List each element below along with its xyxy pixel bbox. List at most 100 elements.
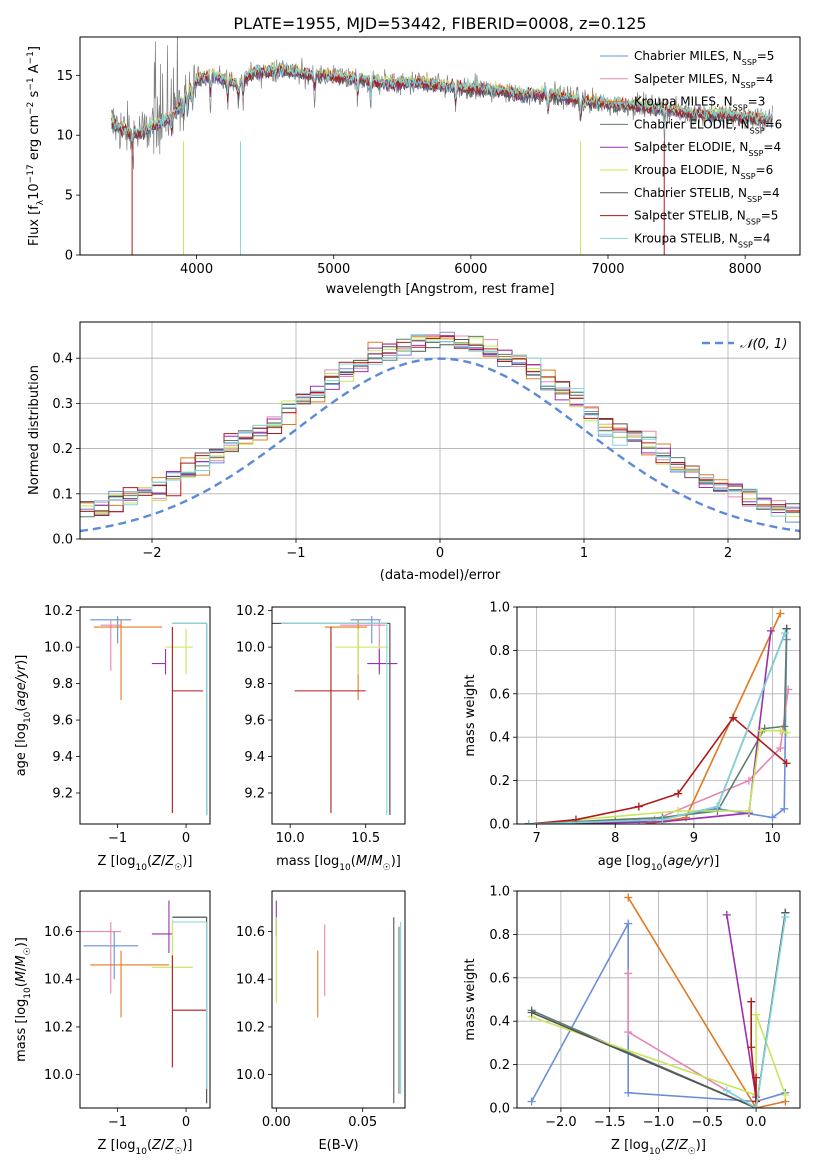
y-tick-label: 0.4 bbox=[489, 1015, 510, 1030]
weight-marker bbox=[781, 913, 790, 922]
panel-age_vs_Z: −1 09.29.49.69.810.010.2Z [log10(Z/Z☉)]ag… bbox=[14, 604, 211, 873]
weight-marker bbox=[744, 806, 753, 815]
label-part: s bbox=[27, 90, 42, 101]
weight-marker bbox=[752, 1104, 761, 1108]
legend-count: =5 bbox=[757, 49, 775, 63]
y-tick-label: 10.0 bbox=[236, 641, 265, 656]
weight-line bbox=[750, 1001, 757, 1102]
weight-marker bbox=[527, 1097, 536, 1106]
y-tick-label: 0.4 bbox=[489, 731, 510, 746]
label-part: age [log bbox=[598, 854, 651, 869]
panel-weight_vs_Z: −2.0 −1.5 −1.0 −0.5 0.0 0.0 0.2 0.4 0.6 0.8 1.0 Z [… bbox=[463, 885, 801, 1157]
weight-line bbox=[726, 914, 757, 1098]
plot-area-weight_vs_age bbox=[524, 609, 793, 824]
y-tick-label: 10.0 bbox=[236, 1068, 265, 1083]
weight-marker bbox=[766, 626, 775, 635]
weight-line bbox=[531, 1014, 787, 1097]
weight-line bbox=[528, 632, 786, 824]
legend-subscript: SSP bbox=[738, 240, 753, 249]
label-part: 10 bbox=[27, 183, 42, 200]
y-tick-label: 9.8 bbox=[244, 677, 265, 692]
legend-label: Kroupa MILES, N bbox=[634, 95, 733, 109]
weight-marker bbox=[713, 802, 722, 811]
weight-marker bbox=[674, 789, 683, 798]
errorbar-point bbox=[172, 921, 208, 1089]
y-tick-label: 0.8 bbox=[489, 644, 510, 659]
x-tick-label: 6000 bbox=[454, 262, 487, 277]
x-tick-label: 10.0 bbox=[276, 831, 305, 846]
x-tick-label: 4000 bbox=[180, 262, 213, 277]
axes-frame bbox=[516, 606, 801, 825]
weight-series bbox=[747, 997, 761, 1106]
y-tick-label: 10 bbox=[56, 129, 73, 144]
x-tick-label: −1 bbox=[286, 546, 305, 561]
weight-series bbox=[524, 726, 791, 824]
legend-subscript: SSP bbox=[750, 126, 765, 135]
weight-marker bbox=[624, 893, 633, 902]
x-tick-label: 1 bbox=[580, 546, 588, 561]
label-part: age [log bbox=[14, 723, 29, 776]
y-tick-label: 9.2 bbox=[244, 787, 265, 802]
legend-count: =5 bbox=[761, 209, 779, 223]
label-part: A bbox=[27, 64, 42, 77]
label-part: Z [log bbox=[611, 1138, 649, 1153]
legend-entry: Kroupa STELIB, NSSP=4 bbox=[634, 231, 771, 249]
x-axis-label: E(B-V) bbox=[318, 1138, 358, 1153]
weight-marker bbox=[752, 1073, 761, 1082]
x-tick-label: 0.0 bbox=[746, 1115, 767, 1130]
legend-label: Salpeter MILES, N bbox=[634, 72, 741, 86]
legend-subscript: SSP bbox=[733, 103, 748, 112]
label-part: 10 bbox=[649, 1147, 661, 1157]
label-part: −1 bbox=[26, 51, 36, 64]
legend-subscript: SSP bbox=[746, 217, 761, 226]
label-part: Z bbox=[164, 854, 175, 869]
x-tick-label: 7000 bbox=[591, 262, 624, 277]
errorbar-point bbox=[172, 622, 208, 815]
legend-count: =4 bbox=[763, 140, 781, 154]
legend-entry: Chabrier STELIB, NSSP=4 bbox=[634, 186, 780, 204]
label-part: E(B-V) bbox=[318, 1138, 358, 1153]
label-part: M bbox=[371, 854, 382, 869]
label-part: )] bbox=[391, 854, 401, 869]
x-tick-label: 0.00 bbox=[262, 1115, 291, 1130]
y-tick-label: 0.1 bbox=[52, 487, 73, 502]
x-tick-label: 10.5 bbox=[351, 831, 380, 846]
label-part: ☉ bbox=[23, 947, 33, 955]
y-tick-label: 0.0 bbox=[489, 818, 510, 833]
weight-series bbox=[524, 713, 791, 824]
weight-marker bbox=[722, 910, 731, 919]
legend-entry: Kroupa MILES, NSSP=3 bbox=[634, 95, 765, 113]
plot-area-spectrum bbox=[111, 37, 773, 255]
legend-entry: Salpeter STELIB, NSSP=5 bbox=[634, 209, 778, 227]
weight-marker bbox=[624, 1088, 633, 1097]
y-tick-label: 15 bbox=[56, 69, 73, 84]
label-part: )] bbox=[14, 937, 29, 947]
panel-spectrum: 4000 5000 6000 7000 8000 0 5 10 15 wavelength [An… bbox=[26, 36, 801, 297]
legend-label: Chabrier ELODIE, N bbox=[634, 117, 750, 131]
y-tick-label: 9.8 bbox=[52, 677, 73, 692]
label-part: ( bbox=[147, 1138, 152, 1153]
legend-count: =6 bbox=[756, 163, 774, 177]
legend-count: =4 bbox=[756, 72, 774, 86]
x-tick-label: 8000 bbox=[729, 262, 762, 277]
panel-mass_vs_EBV: 0.00 0.05 10.0 10.2 10.4 10.6 E(B-V) bbox=[236, 890, 406, 1153]
y-tick-label: 9.6 bbox=[52, 714, 73, 729]
y-tick-label: 0.2 bbox=[489, 774, 510, 789]
label-part: 10 bbox=[23, 987, 33, 999]
plot-area-residuals bbox=[80, 331, 800, 533]
weight-marker bbox=[768, 813, 777, 822]
legend-label: Salpeter STELIB, N bbox=[634, 209, 746, 223]
panel-age_vs_mass: 10.0 10.5 9.2 9.4 9.6 9.8 10.0 10.2 mass [log10(… bbox=[236, 604, 406, 873]
errorbar-point bbox=[171, 627, 204, 814]
axes-frame bbox=[271, 606, 406, 825]
label-part: ( bbox=[660, 1138, 665, 1153]
label-part: ( bbox=[662, 854, 667, 869]
weight-marker bbox=[634, 802, 643, 811]
x-tick-label: 5000 bbox=[317, 262, 350, 277]
axes-frame bbox=[79, 890, 211, 1109]
y-tick-label: 0.6 bbox=[489, 687, 510, 702]
weight-marker bbox=[747, 997, 756, 1006]
weight-marker bbox=[781, 1090, 790, 1099]
